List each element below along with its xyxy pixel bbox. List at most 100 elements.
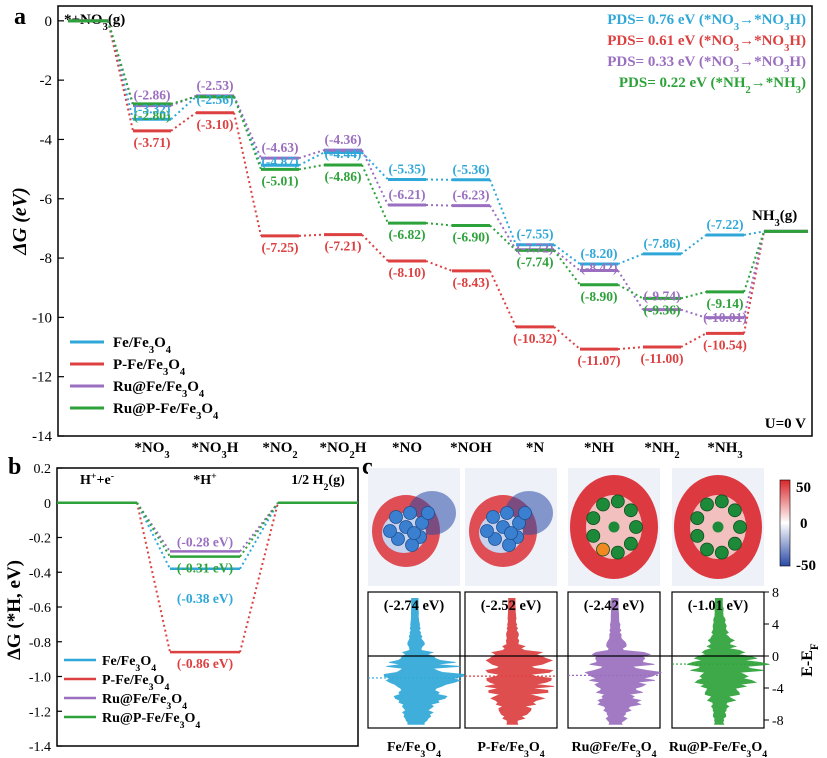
dos-y-tick-label: -8 [772,714,784,729]
legend-label-pfe: P-Fe/Fe3O4 [102,673,169,693]
y-tick-label: 0 [45,14,53,30]
panel-b-hydrogen-diagram: b 0.2 0 -0.2 -0.4 -0.6 -0.8 -1.0 -1.2 -1.4 ΔG (*H,… [4,454,359,755]
y-tick-label: -2 [40,73,53,89]
value-label-pfe: (-7.25) [261,240,298,255]
atom-bead [383,524,397,538]
x-category-label: *NO3 [134,440,169,461]
atom-bead [486,510,500,524]
connector-ru [425,203,453,207]
category-label: 1/2 H2(g) [291,473,345,493]
panel-label: c [362,454,373,480]
atom-bead [727,536,742,551]
material-label-pfe: P-Fe/Fe3O4 [477,740,544,758]
atom-bead [586,528,601,543]
colorbar [779,479,791,567]
atom-bead [700,542,714,557]
value-label-rup: (-7.74) [516,255,553,270]
value-label-pfe: (-11.07) [577,353,620,368]
connector-pfe [361,233,389,262]
connector-fe [680,234,707,255]
value-label-ru: (-10.01) [703,310,747,325]
value-label-ru: (-4.36) [324,132,361,147]
connector-pfe [425,260,453,272]
connector-fe [298,151,325,167]
legend-label-ru: Ru@Fe/Fe3O4 [102,692,187,712]
connector-fe [361,151,389,181]
connector-pfe [743,231,765,334]
connector-fe [489,179,517,246]
value-label-rup: (-6.90) [452,229,489,244]
connector-rup [298,163,325,171]
value-label-rup: (-0.31 eV) [177,561,233,576]
value-label-fe: (-5.36) [452,162,489,177]
value-label-fe: (-7.86) [643,236,680,251]
plot-frame [57,5,813,437]
connector-pfe [233,112,262,237]
atom-bead [405,538,419,552]
value-label-ru: (-6.23) [452,188,489,203]
dos-y-tick-label: 0 [772,650,779,665]
connector-fe [239,502,279,570]
connector-fe [553,243,581,265]
value-label-rup: (-6.82) [388,227,425,242]
panel-a-energy-diagram: a 0 -2 -4 -6 -8 -10 -12 -14 ΔG (eV) *NO3 *NO3H *NO2 *… [9,4,813,461]
connector-fe [136,502,171,570]
value-label-fe: (-7.22) [706,217,743,232]
panel-label: b [8,454,21,480]
y-tick-label: 0 [44,497,51,512]
x-category-label: *NO [392,440,422,456]
x-category-label: *NO2 [262,440,297,461]
connector-ru [136,502,171,552]
y-tick-label: -4 [40,132,53,148]
atom-bead [610,545,625,560]
dos-curve-ru [584,598,662,725]
value-label-fe: (-5.35) [388,161,425,176]
atom-bead [623,536,638,551]
legend-label-fe: Fe/Fe3O4 [113,335,172,356]
legend-label-rup: Ru@P-Fe/Fe3O4 [102,711,200,731]
connector-ru [170,94,197,107]
atom-bead [733,520,747,534]
y-tick-label: -10 [32,310,52,326]
value-label-ru: (-7.72) [516,241,553,256]
connector-rup [107,20,134,105]
x-category-label: *NOH [450,440,492,456]
connector-pfe [617,346,644,351]
y-axis-label: ΔG (eV) [9,187,31,256]
value-label-pfe: (-3.71) [133,135,170,150]
value-label-ru: (-2.86) [133,88,170,103]
atom-bead [407,526,421,540]
atom-bead [500,506,514,520]
value-label-ru: (-4.63) [261,140,298,155]
dos-curve-fe [383,598,465,725]
connector-rup [617,283,644,300]
x-category-label: *NH [584,440,614,456]
connector-ru [680,308,707,319]
value-label-pfe: (-11.00) [640,351,683,366]
x-category-label: *NH3 [707,440,742,461]
value-label-pfe: (-10.32) [513,331,557,346]
y-tick-label: -1.0 [29,671,51,686]
connector-rup [170,95,197,105]
y-tick-label: -1.4 [29,740,51,755]
connector-rup [361,164,389,224]
value-label-rup: (-5.01) [261,173,298,188]
value-label-rup: (-9.36) [643,302,680,317]
colorbar-tick-label: 50 [796,480,811,496]
value-label-fe: (-7.55) [516,227,553,242]
atom-bead [586,511,601,526]
value-label-pfe: (-10.54) [703,337,747,352]
atom-bead [502,538,516,552]
value-label-pfe: (-3.10) [196,117,233,132]
value-label-fe: (-3.32) [133,102,170,117]
connector-fe [170,96,197,121]
y-tick-label: -0.4 [29,566,51,581]
band-center-label-rup: (-1.01 eV) [688,598,749,614]
atom-bead [518,506,532,520]
connector-ru [233,95,262,159]
y-tick-label: -0.2 [29,532,51,547]
band-center-label-ru: (-2.42 eV) [584,598,645,614]
connector-pfe [239,502,279,653]
value-label-fe: (-4.87) [261,154,298,169]
connector-fe [617,252,644,265]
